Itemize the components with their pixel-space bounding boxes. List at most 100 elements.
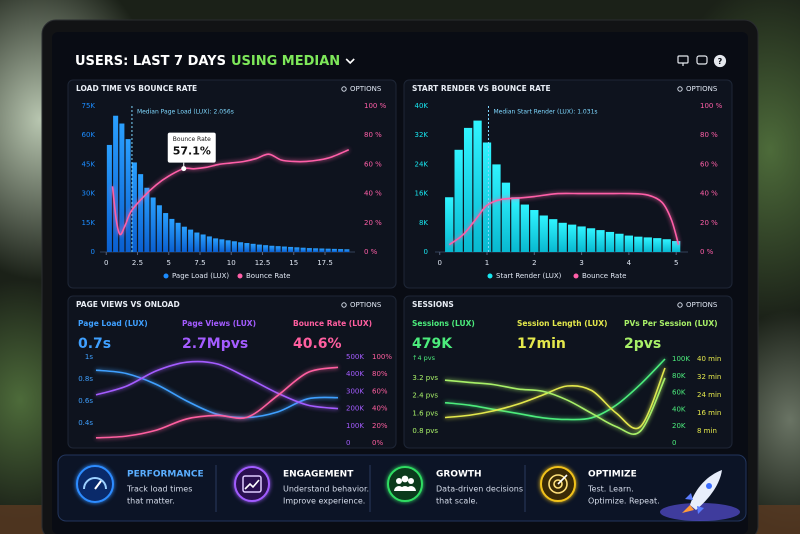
series-line: [444, 377, 666, 435]
y3-tick-label: 24 min: [697, 391, 721, 399]
x-tick-label: 12.5: [255, 259, 271, 267]
legend-label: Bounce Rate: [246, 272, 290, 280]
feature-title: OPTIMIZE: [588, 470, 637, 480]
histogram-bar: [482, 142, 492, 252]
y3-tick-label: 8 min: [697, 427, 717, 435]
histogram-bar: [213, 238, 219, 252]
histogram-bar: [225, 240, 231, 252]
histogram-bar: [520, 204, 529, 252]
bounce-line: [448, 192, 680, 246]
dropdown-chevron[interactable]: [345, 58, 355, 65]
histogram-bar: [113, 115, 119, 252]
panel-title: SESSIONS: [412, 300, 454, 309]
histogram-bar: [445, 197, 454, 252]
histogram-bar: [596, 230, 605, 252]
chat-icon[interactable]: [696, 55, 708, 65]
x-tick-label: 3: [579, 259, 583, 267]
legend-swatch: [237, 273, 243, 279]
histogram-bar: [206, 236, 212, 252]
metric-label: Bounce Rate (LUX): [293, 319, 372, 328]
panel: LOAD TIME VS BOUNCE RATE OPTIONS 0 15K 30K 45…: [67, 79, 397, 289]
options-icon: [341, 86, 347, 92]
histogram-bar: [300, 247, 306, 252]
histogram-bar: [539, 215, 548, 252]
y-tick-label: 32K: [415, 131, 429, 139]
histogram-bar: [138, 174, 144, 252]
histogram-bar: [624, 235, 634, 252]
histogram-bar: [615, 233, 624, 252]
x-tick-label: 10: [227, 259, 236, 267]
y-tick-label: 0.6s: [78, 397, 93, 405]
y2-tick-label: 400K: [346, 370, 364, 378]
series-line: [95, 366, 339, 439]
growth-icon: [387, 466, 423, 502]
histogram-bar: [119, 123, 125, 253]
histogram-bar: [106, 144, 112, 252]
help-icon[interactable]: [713, 54, 727, 68]
dashboard-title: USERS: LAST 7 DAYS USING MEDIAN: [75, 54, 340, 69]
y-tick-label: 0.8s: [78, 375, 93, 383]
options-button[interactable]: OPTIONS: [686, 301, 718, 309]
legend-swatch: [573, 273, 579, 279]
options-button[interactable]: OPTIONS: [350, 85, 382, 93]
feature-text: Test. Learn.: [587, 485, 634, 494]
feature-text: Optimize. Repeat.: [588, 497, 660, 506]
histogram-bar: [275, 246, 281, 252]
histogram-bar: [454, 149, 463, 252]
metric-delta: ↑4 pvs: [412, 354, 436, 362]
histogram-bar: [643, 237, 652, 252]
legend-label: Page Load (LUX): [172, 272, 229, 280]
y2-tick-label: 60 %: [700, 160, 718, 168]
legend-swatch: [163, 273, 169, 279]
x-tick-label: 0: [104, 259, 108, 267]
y3-tick-label: 32 min: [697, 373, 721, 381]
histogram-bar: [568, 224, 577, 252]
charts: LOAD TIME VS BOUNCE RATE OPTIONS015K30K45…: [67, 79, 733, 449]
histogram-bar: [530, 210, 539, 252]
y-tick-label: 0: [91, 248, 95, 256]
histogram-bar: [175, 222, 181, 252]
y3-tick-label: 40%: [372, 405, 388, 413]
histogram-bar: [501, 182, 511, 252]
x-tick-label: 0: [437, 259, 441, 267]
y-tick-label: 0: [424, 248, 428, 256]
y2-tick-label: 0: [672, 439, 676, 447]
histogram-bar: [294, 247, 300, 252]
legend-swatch: [487, 273, 493, 279]
series-line: [444, 358, 666, 421]
y3-tick-label: 60%: [372, 387, 388, 395]
y3-tick-label: 80%: [372, 370, 388, 378]
legend-label: Start Render (LUX): [496, 272, 562, 280]
histogram-bar: [306, 248, 312, 252]
metric-value: 2pvs: [624, 336, 661, 352]
annotation-point: [181, 166, 187, 172]
histogram-bar: [653, 238, 662, 252]
y-tick-label: 16K: [415, 190, 429, 198]
histogram-bar: [473, 120, 482, 252]
histogram-bar: [238, 242, 244, 252]
y2-tick-label: 0 %: [700, 248, 714, 256]
series-line: [95, 360, 339, 410]
y-tick-label: 30K: [82, 190, 96, 198]
histogram-bar: [219, 239, 225, 252]
metric-label: PVs Per Session (LUX): [624, 319, 718, 328]
feature-text: that matter.: [127, 497, 175, 506]
toolbar: ?: [677, 54, 727, 68]
y2-tick-label: 300K: [346, 387, 364, 395]
x-tick-label: 2.5: [132, 259, 143, 267]
panel-box: [67, 295, 397, 449]
histogram-bar: [181, 226, 187, 252]
rocket-illustration: [660, 470, 740, 521]
y2-tick-label: 100 %: [700, 102, 723, 110]
feature-title: GROWTH: [436, 470, 482, 480]
feature-title: ENGAGEMENT: [283, 470, 354, 480]
histogram-bar: [634, 236, 643, 252]
options-button[interactable]: OPTIONS: [350, 301, 382, 309]
histogram-bar: [577, 226, 586, 252]
x-tick-label: 1: [485, 259, 489, 267]
histogram-bar: [200, 234, 206, 252]
options-button[interactable]: OPTIONS: [686, 85, 718, 93]
y-tick-label: 45K: [82, 160, 96, 168]
histogram-bar: [150, 197, 156, 252]
